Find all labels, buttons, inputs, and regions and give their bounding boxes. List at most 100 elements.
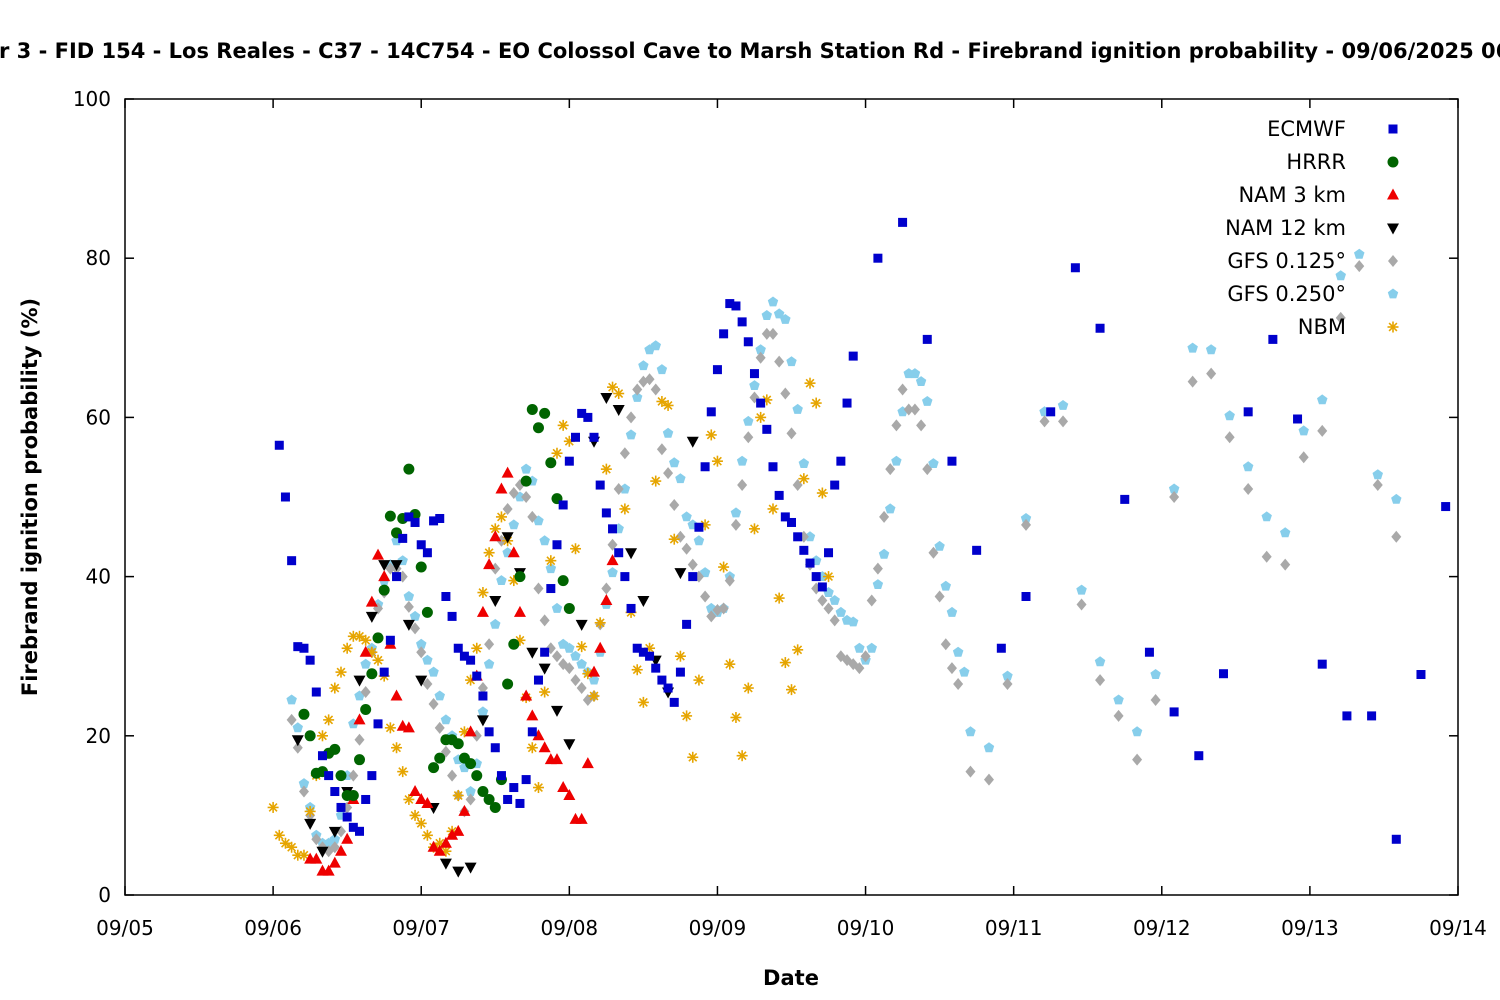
- data-point: [928, 546, 939, 559]
- data-point: [779, 657, 791, 669]
- data-point: [1058, 415, 1069, 428]
- data-point: [922, 334, 932, 344]
- data-point: [439, 858, 452, 870]
- data-point: [311, 687, 321, 697]
- data-point: [638, 360, 649, 371]
- data-point: [305, 655, 315, 665]
- data-point: [804, 531, 816, 542]
- data-point: [940, 580, 951, 591]
- x-tick-label: 09/11: [985, 916, 1043, 940]
- data-point: [508, 519, 519, 530]
- data-point: [551, 602, 563, 613]
- data-point: [316, 846, 329, 858]
- data-point: [496, 771, 506, 781]
- data-point: [663, 683, 673, 693]
- data-point: [292, 722, 303, 733]
- data-point: [848, 351, 858, 361]
- data-point: [588, 690, 600, 702]
- data-point: [335, 770, 347, 782]
- data-point: [336, 802, 346, 812]
- data-point: [279, 837, 291, 849]
- data-point: [575, 619, 588, 631]
- data-point: [366, 668, 378, 680]
- data-point: [434, 752, 446, 764]
- data-point: [662, 427, 674, 438]
- data-point: [866, 642, 877, 653]
- data-point: [1391, 530, 1402, 543]
- data-point: [563, 789, 576, 800]
- data-point: [644, 373, 655, 386]
- data-point: [934, 590, 945, 603]
- data-point: [484, 638, 495, 651]
- data-point: [829, 614, 840, 627]
- x-tick-label: 09/06: [244, 916, 302, 940]
- data-point: [539, 614, 550, 627]
- data-point: [545, 555, 557, 567]
- data-point: [730, 711, 742, 723]
- data-point: [484, 727, 494, 737]
- data-point: [1242, 461, 1254, 472]
- data-point: [416, 540, 426, 550]
- data-point: [638, 647, 648, 657]
- data-point: [328, 856, 341, 868]
- data-point: [699, 567, 711, 578]
- data-point: [459, 651, 469, 661]
- data-point: [873, 253, 883, 263]
- data-point: [298, 708, 310, 720]
- data-point: [774, 490, 784, 500]
- data-point: [1372, 479, 1383, 492]
- data-point: [365, 595, 378, 607]
- data-point: [768, 462, 778, 472]
- data-point: [1020, 513, 1032, 523]
- data-point: [452, 738, 464, 750]
- data-point: [496, 575, 507, 585]
- data-point: [731, 301, 741, 311]
- data-point: [558, 500, 568, 510]
- data-point: [298, 778, 310, 788]
- data-point: [804, 377, 816, 389]
- data-point: [576, 641, 588, 653]
- data-point: [421, 829, 433, 841]
- data-point: [756, 398, 766, 408]
- data-point: [354, 754, 366, 766]
- data-point: [520, 463, 532, 474]
- legend-label: HRRR: [1286, 150, 1346, 174]
- data-point: [532, 782, 544, 794]
- data-point: [1150, 669, 1161, 679]
- data-point: [434, 690, 445, 701]
- data-point: [538, 663, 551, 675]
- data-point: [915, 376, 927, 386]
- data-point: [477, 706, 489, 717]
- data-point: [1342, 711, 1352, 721]
- data-point: [762, 424, 772, 434]
- data-point: [539, 535, 550, 546]
- data-point: [694, 522, 704, 532]
- data-point: [1354, 260, 1365, 273]
- data-point: [848, 616, 859, 627]
- data-point: [291, 735, 304, 747]
- data-point: [1169, 491, 1180, 503]
- series-gfs-0-250-: [286, 248, 1402, 848]
- data-point: [656, 395, 668, 407]
- data-point: [539, 686, 551, 698]
- data-point: [940, 638, 951, 651]
- data-point: [328, 826, 341, 838]
- data-point: [872, 562, 883, 575]
- data-point: [811, 572, 821, 582]
- data-point: [452, 824, 465, 836]
- data-point: [736, 455, 748, 466]
- data-point: [521, 775, 531, 785]
- data-point: [600, 393, 613, 404]
- data-point: [626, 603, 636, 613]
- data-point: [614, 548, 624, 558]
- data-point: [1280, 527, 1291, 538]
- data-point: [1046, 407, 1056, 417]
- y-tick-label: 20: [86, 724, 111, 748]
- data-point: [453, 643, 463, 653]
- data-point: [434, 721, 445, 734]
- data-point: [384, 722, 396, 734]
- data-point: [588, 665, 601, 677]
- data-point: [719, 329, 729, 339]
- data-point: [372, 548, 385, 560]
- data-point: [626, 411, 637, 424]
